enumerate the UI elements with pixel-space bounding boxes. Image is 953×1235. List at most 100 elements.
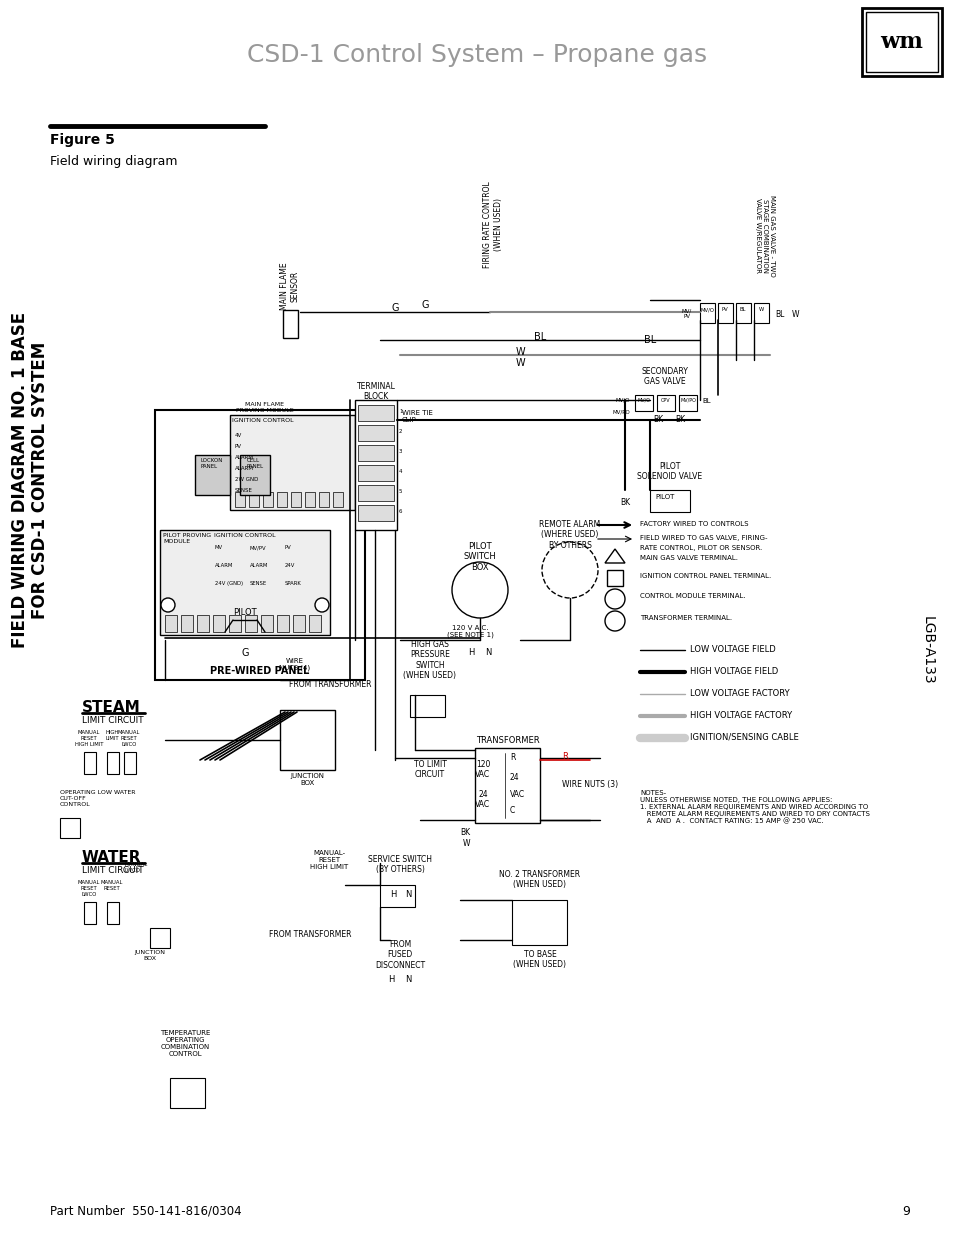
Text: WIRE
NUTS (4): WIRE NUTS (4) — [279, 658, 311, 672]
Text: REMOTE ALARM
(WHERE USED)
BY OTHERS: REMOTE ALARM (WHERE USED) BY OTHERS — [538, 520, 600, 550]
Text: W: W — [758, 308, 762, 312]
Text: BL: BL — [534, 332, 545, 342]
Bar — [245, 615, 256, 632]
Bar — [357, 485, 394, 501]
Text: PILOT
SWITCH
BOX: PILOT SWITCH BOX — [463, 542, 496, 572]
Bar — [60, 818, 80, 839]
Text: 6: 6 — [398, 509, 402, 514]
Circle shape — [161, 598, 174, 613]
Text: 24V (GND): 24V (GND) — [214, 580, 243, 585]
Text: MV/O: MV/O — [615, 398, 629, 403]
Text: G: G — [241, 648, 249, 658]
Text: MV/
PV: MV/ PV — [681, 308, 691, 319]
Bar — [249, 492, 258, 508]
Text: W: W — [462, 839, 470, 848]
Text: BK: BK — [652, 415, 662, 424]
Bar — [305, 492, 314, 508]
Bar — [318, 492, 329, 508]
Circle shape — [314, 598, 329, 613]
Text: ALARM: ALARM — [234, 466, 253, 471]
Bar — [333, 492, 343, 508]
Text: MAIN FLAME
SENSOR: MAIN FLAME SENSOR — [280, 262, 299, 310]
Bar — [196, 615, 209, 632]
Text: LOW VOLTAGE FIELD: LOW VOLTAGE FIELD — [689, 645, 775, 655]
Text: PV: PV — [720, 308, 727, 312]
Text: PILOT PROVING
MODULE: PILOT PROVING MODULE — [163, 534, 211, 543]
Text: 5: 5 — [398, 489, 402, 494]
Text: PV: PV — [234, 445, 242, 450]
Text: H: H — [388, 974, 394, 984]
Text: LIMIT CIRCUIT: LIMIT CIRCUIT — [82, 866, 144, 876]
Bar — [357, 466, 394, 480]
Text: SENSE: SENSE — [234, 488, 253, 493]
Text: BL: BL — [739, 308, 745, 312]
Text: JUNCTION
BOX: JUNCTION BOX — [134, 950, 165, 961]
Text: WIRE TIE
CLIP: WIRE TIE CLIP — [401, 410, 433, 424]
Text: N: N — [405, 890, 411, 899]
Bar — [181, 615, 193, 632]
Bar — [234, 492, 245, 508]
Text: C: C — [510, 806, 515, 815]
Text: MANUAL-
RESET
HIGH LIMIT: MANUAL- RESET HIGH LIMIT — [310, 850, 348, 869]
Text: CSD-1 Control System – Propane gas: CSD-1 Control System – Propane gas — [247, 43, 706, 67]
Bar — [291, 492, 301, 508]
Bar — [107, 902, 119, 924]
Text: MV/PO: MV/PO — [612, 410, 629, 415]
Text: Part Number  550-141-816/0304: Part Number 550-141-816/0304 — [50, 1205, 241, 1218]
Text: FIRING RATE CONTROL
(WHEN USED): FIRING RATE CONTROL (WHEN USED) — [483, 182, 502, 268]
Text: MV/O: MV/O — [700, 308, 713, 312]
Text: MANUAL
RESET
LWCO: MANUAL RESET LWCO — [117, 730, 140, 747]
Text: HIGH VOLTAGE FIELD: HIGH VOLTAGE FIELD — [689, 667, 778, 676]
Text: TRANSFORMER TERMINAL.: TRANSFORMER TERMINAL. — [639, 615, 731, 621]
Text: 2W GND: 2W GND — [234, 477, 258, 482]
Text: LOW VOLTAGE FACTORY: LOW VOLTAGE FACTORY — [689, 689, 789, 698]
Text: TO BASE
(WHEN USED): TO BASE (WHEN USED) — [513, 950, 566, 969]
Bar — [276, 615, 289, 632]
Bar — [735, 303, 750, 324]
Text: MANUAL
RESET: MANUAL RESET — [101, 881, 123, 890]
Text: HIGH VOLTAGE FACTORY: HIGH VOLTAGE FACTORY — [689, 711, 791, 720]
Bar — [355, 400, 396, 530]
Text: MANUAL
LWCO: MANUAL LWCO — [125, 862, 148, 873]
Bar — [657, 395, 675, 411]
Circle shape — [604, 611, 624, 631]
Bar — [230, 415, 355, 510]
Bar — [150, 927, 170, 948]
Text: 3: 3 — [398, 450, 402, 454]
Text: FIELD WIRING DIAGRAM NO. 1 BASE
FOR CSD-1 CONTROL SYSTEM: FIELD WIRING DIAGRAM NO. 1 BASE FOR CSD-… — [10, 312, 50, 648]
Text: N: N — [484, 648, 491, 657]
Text: CONTROL MODULE TERMINAL.: CONTROL MODULE TERMINAL. — [639, 593, 745, 599]
Text: 24V: 24V — [285, 563, 295, 568]
Text: LOCKON
PANEL: LOCKON PANEL — [200, 458, 223, 469]
Text: RATE CONTROL, PILOT OR SENSOR.: RATE CONTROL, PILOT OR SENSOR. — [639, 545, 761, 551]
Text: IGNITION CONTROL: IGNITION CONTROL — [214, 534, 275, 538]
Text: CPV: CPV — [660, 398, 670, 403]
Bar — [263, 492, 273, 508]
Text: BK: BK — [675, 415, 684, 424]
Bar — [170, 1078, 205, 1108]
Text: H: H — [390, 890, 395, 899]
Bar — [165, 615, 177, 632]
Bar — [160, 530, 330, 635]
Bar — [357, 425, 394, 441]
Bar — [84, 752, 96, 774]
Bar — [357, 505, 394, 521]
Text: H: H — [468, 648, 474, 657]
Text: PILOT: PILOT — [233, 608, 256, 618]
Text: WATER: WATER — [82, 850, 141, 864]
Text: G: G — [421, 300, 428, 310]
Text: MAIN FLAME
PROVING MODULE: MAIN FLAME PROVING MODULE — [236, 403, 294, 412]
Bar — [240, 454, 270, 495]
Text: LIMIT CIRCUIT: LIMIT CIRCUIT — [82, 716, 144, 725]
Bar — [357, 405, 394, 421]
Text: TEMPERATURE
OPERATING
COMBINATION
CONTROL: TEMPERATURE OPERATING COMBINATION CONTRO… — [160, 1030, 210, 1057]
Text: MV: MV — [214, 545, 223, 550]
Circle shape — [604, 589, 624, 609]
Text: SERVICE SWITCH
(BY OTHERS): SERVICE SWITCH (BY OTHERS) — [368, 855, 432, 874]
Bar — [512, 900, 566, 945]
Text: LGB-A133: LGB-A133 — [920, 616, 934, 684]
Bar — [309, 615, 320, 632]
Bar — [194, 454, 230, 495]
Bar — [283, 310, 297, 338]
Text: FIELD WIRED TO GAS VALVE, FIRING-: FIELD WIRED TO GAS VALVE, FIRING- — [639, 535, 767, 541]
